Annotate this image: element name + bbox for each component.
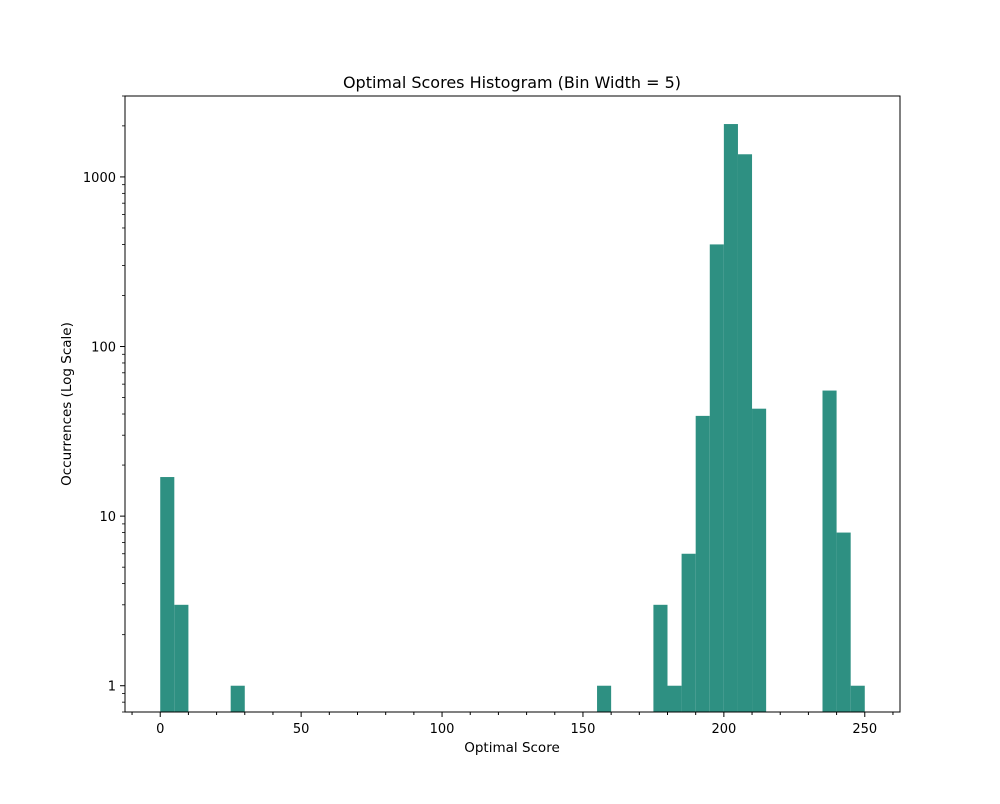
y-tick-label-3: 1000 (83, 171, 116, 186)
x-tick-label-4: 200 (711, 722, 736, 737)
histogram-bar-10 (737, 154, 753, 712)
histogram-bar-13 (836, 532, 851, 712)
histogram-bar-6 (681, 553, 696, 712)
histogram-bar-12 (822, 390, 837, 712)
histogram-bar-9 (723, 124, 738, 713)
x-tick-label-2: 100 (430, 722, 455, 737)
x-tick-label-3: 150 (571, 722, 596, 737)
histogram-bar-11 (752, 408, 767, 712)
y-tick-label-2: 100 (91, 341, 116, 356)
bars-group (160, 124, 865, 713)
x-axis-label: Optimal Score (464, 740, 560, 756)
x-tick-label-1: 50 (293, 722, 310, 737)
y-axis-label: Occurrences (Log Scale) (59, 322, 75, 486)
chart-title: Optimal Scores Histogram (Bin Width = 5) (343, 73, 681, 92)
histogram-bar-5 (667, 685, 682, 712)
y-tick-label-1: 10 (99, 510, 116, 525)
histogram-bar-1 (174, 604, 189, 712)
histogram-bar-4 (653, 604, 668, 712)
histogram-bar-7 (695, 415, 710, 712)
plot-frame (124, 95, 901, 713)
histogram-bar-14 (850, 685, 865, 712)
x-tick-label-0: 0 (156, 722, 164, 737)
y-tick-label-0: 1 (108, 680, 116, 695)
histogram-bar-3 (597, 685, 612, 712)
histogram-bar-2 (230, 685, 245, 712)
axes-group: 0 50 100 150 200 250 1 10 100 1000 (83, 95, 901, 737)
histogram-bar-8 (709, 244, 724, 712)
histogram-bar-0 (160, 477, 175, 712)
x-tick-label-5: 250 (852, 722, 877, 737)
